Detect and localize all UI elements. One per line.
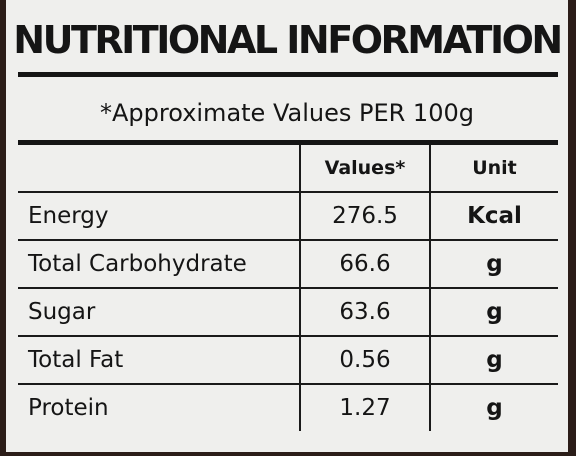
table-row: Total Fat 0.56 g [18, 336, 558, 385]
table-header-row: Values* Unit [18, 145, 558, 193]
header-values: Values* [300, 145, 431, 193]
nutrient-name: Sugar [18, 288, 301, 337]
header-unit: Unit [430, 145, 558, 193]
nutrient-unit: Kcal [430, 192, 558, 241]
nutrient-unit: g [486, 395, 503, 421]
nutrient-name: Total Carbohydrate [18, 240, 301, 289]
table-row: Total Carbohydrate 66.6 g [18, 240, 558, 289]
label-subtitle: *Approximate Values PER 100g [100, 99, 474, 127]
nutrient-value: 0.56 [300, 336, 431, 385]
subtitle-divider [18, 140, 558, 145]
nutrient-value: 63.6 [300, 288, 431, 337]
header-nutrient [18, 145, 301, 193]
nutrient-name: Total Fat [18, 336, 301, 385]
nutrient-value: 276.5 [300, 192, 431, 241]
nutrient-name: Energy [18, 192, 301, 241]
nutrition-table: Values* Unit Energy 276.5 Kcal Total Car… [18, 145, 558, 431]
nutrient-name: Protein [18, 384, 301, 431]
table-row: Protein 1.27 g [18, 384, 558, 431]
nutrition-label: NUTRITIONAL INFORMATION *Approximate Val… [6, 0, 568, 452]
nutrient-unit: g [430, 336, 558, 385]
table-row: Sugar 63.6 g [18, 288, 558, 337]
nutrient-unit: g [430, 240, 558, 289]
nutrient-value: 1.27 [300, 384, 431, 431]
title-divider [18, 72, 558, 77]
nutrient-value: 66.6 [300, 240, 431, 289]
table-row: Energy 276.5 Kcal [18, 192, 558, 241]
label-title: NUTRITIONAL INFORMATION [13, 18, 563, 62]
nutrient-unit: g [430, 288, 558, 337]
